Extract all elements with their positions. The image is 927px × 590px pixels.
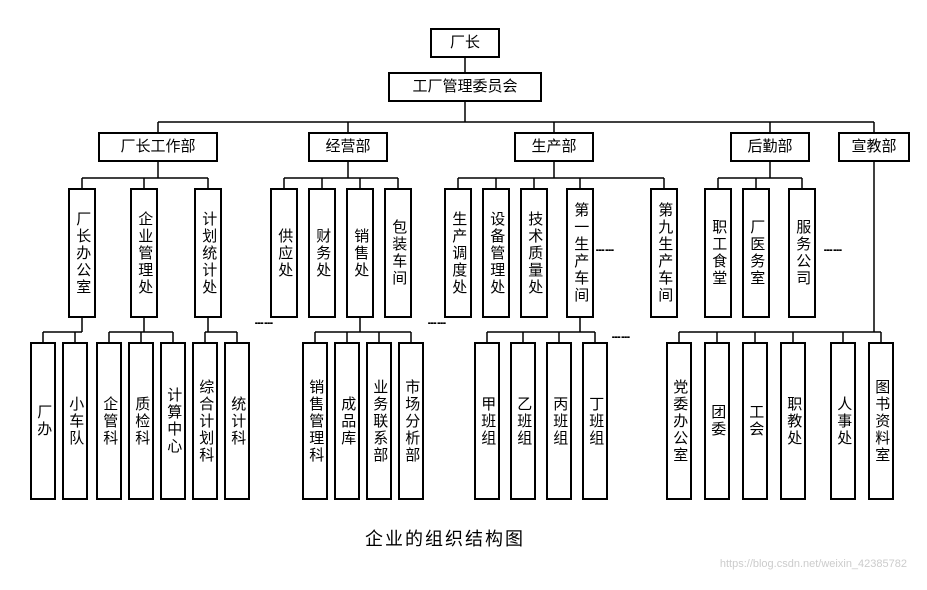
node-dept2: 经营部 [308, 132, 388, 162]
node-s12: 第九生产车间 [650, 188, 678, 318]
node-s11: 第一生产车间 [566, 188, 594, 318]
node-dept3: 生产部 [514, 132, 594, 162]
node-s7: 包装车间 [384, 188, 412, 318]
node-s3: 计划统计处 [194, 188, 222, 318]
node-l17: 团委 [704, 342, 730, 500]
node-s8: 生产调度处 [444, 188, 472, 318]
node-l16: 党委办公室 [666, 342, 692, 500]
node-l2: 小车队 [62, 342, 88, 500]
node-s9: 设备管理处 [482, 188, 510, 318]
ellipsis-marker: ┄┄ [824, 243, 843, 260]
node-l12: 甲班组 [474, 342, 500, 500]
node-l5: 计算中心 [160, 342, 186, 500]
node-s4: 供应处 [270, 188, 298, 318]
ellipsis-marker: ┄┄ [612, 330, 631, 347]
node-dept4: 后勤部 [730, 132, 810, 162]
node-l10: 业务联系部 [366, 342, 392, 500]
node-l18: 工会 [742, 342, 768, 500]
node-s14: 厂医务室 [742, 188, 770, 318]
node-l13: 乙班组 [510, 342, 536, 500]
node-l21: 图书资料室 [868, 342, 894, 500]
node-root: 厂长 [430, 28, 500, 58]
node-s5: 财务处 [308, 188, 336, 318]
watermark-text: https://blog.csdn.net/weixin_42385782 [720, 558, 907, 570]
node-l20: 人事处 [830, 342, 856, 500]
ellipsis-marker: ┄┄ [428, 316, 447, 333]
node-s10: 技术质量处 [520, 188, 548, 318]
node-s6: 销售处 [346, 188, 374, 318]
node-l9: 成品库 [334, 342, 360, 500]
node-l11: 市场分析部 [398, 342, 424, 500]
node-committee: 工厂管理委员会 [388, 72, 542, 102]
node-l14: 丙班组 [546, 342, 572, 500]
node-s1: 厂长办公室 [68, 188, 96, 318]
node-l8: 销售管理科 [302, 342, 328, 500]
node-l7: 统计科 [224, 342, 250, 500]
node-l1: 厂办 [30, 342, 56, 500]
node-l15: 丁班组 [582, 342, 608, 500]
node-l19: 职教处 [780, 342, 806, 500]
node-l4: 质检科 [128, 342, 154, 500]
node-dept1: 厂长工作部 [98, 132, 218, 162]
org-chart-diagram: 企业的组织结构图 https://blog.csdn.net/weixin_42… [10, 10, 917, 580]
node-l3: 企管科 [96, 342, 122, 500]
node-dept5: 宣教部 [838, 132, 910, 162]
node-s13: 职工食堂 [704, 188, 732, 318]
ellipsis-marker: ┄┄ [255, 316, 274, 333]
diagram-caption: 企业的组织结构图 [365, 525, 525, 551]
node-s15: 服务公司 [788, 188, 816, 318]
node-l6: 综合计划科 [192, 342, 218, 500]
node-s2: 企业管理处 [130, 188, 158, 318]
ellipsis-marker: ┄┄ [596, 243, 615, 260]
